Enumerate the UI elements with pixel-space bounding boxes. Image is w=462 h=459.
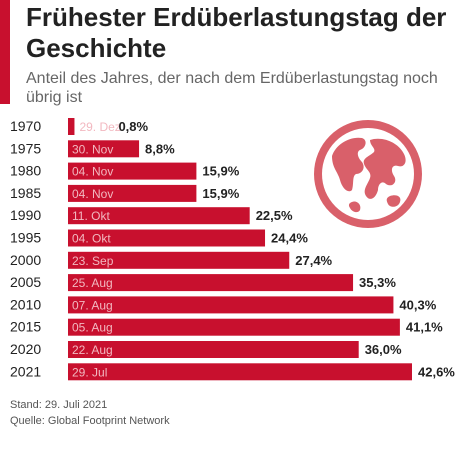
bar (68, 162, 197, 180)
year-label: 1985 (10, 185, 41, 201)
date-label: 05. Aug (72, 321, 113, 335)
value-label: 0,8% (118, 119, 148, 134)
value-label: 8,8% (145, 141, 175, 156)
date-label: 04. Nov (72, 187, 113, 201)
date-label: 22. Aug (72, 343, 113, 357)
value-label: 24,4% (271, 231, 308, 246)
date-label: 07. Aug (72, 298, 113, 312)
value-label: 36,0% (365, 342, 402, 357)
year-label: 1970 (10, 118, 41, 134)
year-label: 1975 (10, 140, 41, 156)
year-label: 1990 (10, 207, 41, 223)
value-label: 41,1% (406, 320, 443, 335)
date-label: 23. Sep (72, 254, 114, 268)
bar (68, 118, 75, 135)
year-label: 1995 (10, 230, 41, 246)
globe-icon (314, 120, 422, 228)
date-label: 11. Okt (72, 209, 110, 223)
value-label: 15,9% (202, 164, 239, 179)
value-label: 22,5% (256, 208, 293, 223)
date-label: 29. Jul (72, 365, 107, 379)
year-label: 2010 (10, 296, 41, 312)
year-label: 2021 (10, 363, 41, 379)
date-label: 04. Nov (72, 165, 113, 179)
year-label: 2020 (10, 341, 41, 357)
footer-source: Quelle: Global Footprint Network (10, 415, 170, 427)
date-label: 04. Okt (72, 232, 111, 246)
bar (68, 184, 197, 202)
bar (68, 251, 290, 269)
value-label: 27,4% (295, 253, 332, 268)
date-label: 25. Aug (72, 276, 113, 290)
bar (68, 318, 400, 336)
year-label: 2005 (10, 274, 41, 290)
bar (68, 363, 412, 381)
year-label: 2000 (10, 252, 41, 268)
bar (68, 274, 354, 292)
chart-subtitle: Anteil des Jahres, der nach dem Erdüberl… (26, 70, 438, 106)
year-label: 2015 (10, 319, 41, 335)
year-label: 1980 (10, 163, 41, 179)
bar (68, 296, 394, 314)
accent-bar (0, 0, 10, 104)
value-label: 35,3% (359, 275, 396, 290)
date-label: 30. Nov (72, 142, 113, 156)
bar (68, 207, 250, 225)
bar (68, 140, 140, 158)
date-label: 29. Dez (79, 120, 120, 134)
value-label: 42,6% (418, 364, 455, 379)
bar (68, 341, 359, 358)
footer-stand: Stand: 29. Juli 2021 (10, 399, 108, 411)
value-label: 15,9% (202, 186, 239, 201)
chart-title: Frühester Erdüberlastungstag der Geschic… (26, 2, 447, 63)
value-label: 40,3% (399, 297, 436, 312)
bar (68, 229, 266, 247)
